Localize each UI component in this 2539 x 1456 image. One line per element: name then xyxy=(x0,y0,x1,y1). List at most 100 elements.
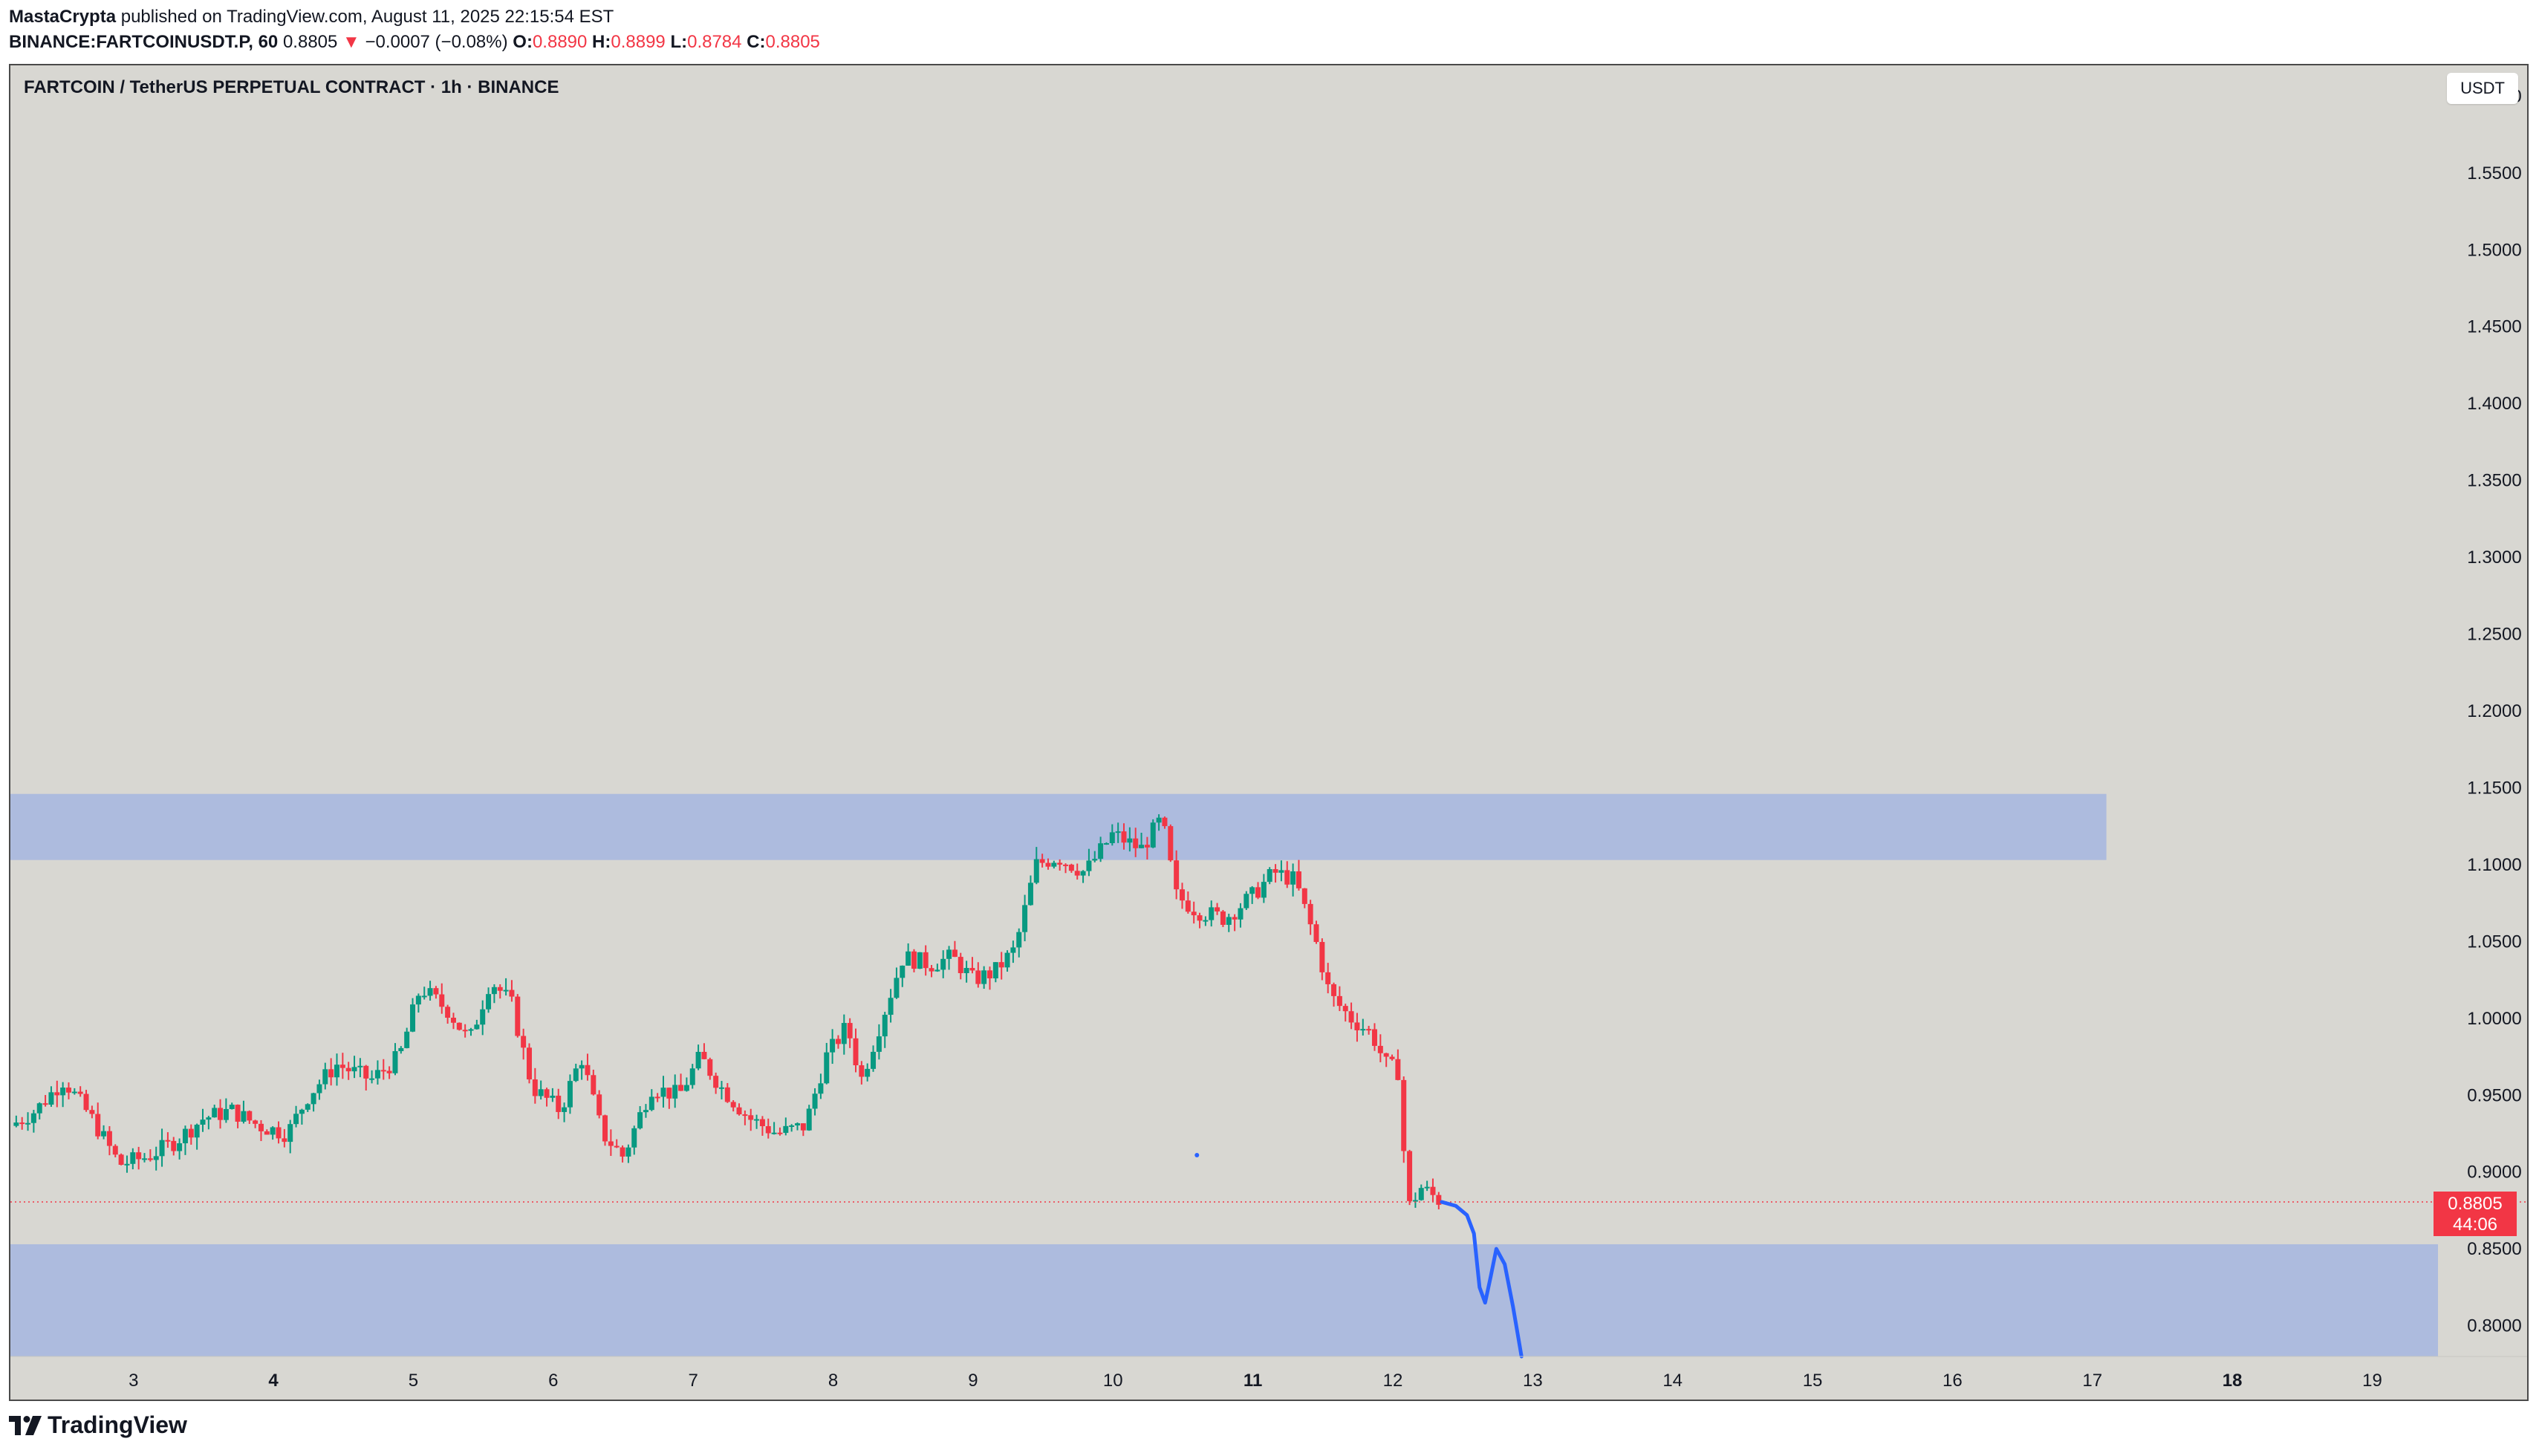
candle-body xyxy=(462,1030,468,1032)
candle-body xyxy=(718,1087,724,1089)
candle-body xyxy=(1360,1029,1366,1031)
candle-body xyxy=(339,1065,345,1068)
candle-body xyxy=(754,1119,760,1121)
candle-body xyxy=(165,1140,171,1142)
candle-body xyxy=(480,1009,486,1025)
candle-body xyxy=(276,1127,282,1139)
x-tick-label: 14 xyxy=(1662,1371,1683,1391)
x-tick-label: 8 xyxy=(828,1371,838,1391)
candle-body xyxy=(1103,843,1109,845)
candle-body xyxy=(806,1108,812,1131)
candle-body xyxy=(602,1115,608,1142)
candle-body xyxy=(1295,871,1301,888)
candle-body xyxy=(194,1125,200,1138)
candle-body xyxy=(1051,862,1057,867)
x-tick-label: 4 xyxy=(268,1371,279,1391)
candle-body xyxy=(30,1113,36,1123)
candle-body xyxy=(958,957,963,973)
brand-name: TradingView xyxy=(48,1411,187,1438)
candle-body xyxy=(736,1107,742,1115)
candle-body xyxy=(374,1070,380,1079)
candle-body xyxy=(345,1067,351,1072)
candle-body xyxy=(25,1122,31,1125)
candle-body xyxy=(60,1088,66,1096)
tradingview-brand[interactable]: TradingView xyxy=(9,1411,187,1439)
candle-body xyxy=(404,1031,410,1048)
candle-body xyxy=(351,1067,357,1072)
candle-body xyxy=(212,1108,218,1118)
candle-body xyxy=(1278,870,1284,873)
candle-body xyxy=(392,1051,398,1073)
x-tick-label: 17 xyxy=(2082,1371,2102,1391)
candle-body xyxy=(1430,1186,1436,1195)
candle-body xyxy=(824,1052,830,1084)
candle-body xyxy=(812,1093,818,1109)
candle-body xyxy=(101,1131,107,1137)
candle-body xyxy=(614,1145,620,1148)
candle-body xyxy=(130,1152,136,1164)
candle-body xyxy=(369,1078,375,1080)
open-label: O: xyxy=(513,32,533,52)
candle-body xyxy=(871,1051,877,1069)
candle-body xyxy=(1383,1053,1389,1057)
candle-body xyxy=(410,1004,416,1032)
candle-body xyxy=(648,1096,654,1111)
candle-body xyxy=(620,1147,625,1157)
candle-body xyxy=(1156,817,1162,823)
candle-body xyxy=(1115,831,1121,833)
candle-body xyxy=(876,1036,882,1052)
candle-body xyxy=(637,1112,643,1128)
candle-body xyxy=(509,989,515,997)
currency-button[interactable]: USDT xyxy=(2447,73,2518,104)
candle-body xyxy=(247,1111,253,1121)
close-value: 0.8805 xyxy=(765,32,820,52)
candle-body xyxy=(1057,862,1063,865)
candle-body xyxy=(293,1114,299,1125)
candle-body xyxy=(468,1029,474,1031)
candle-body xyxy=(521,1036,527,1048)
candle-body xyxy=(363,1065,369,1079)
candle-body xyxy=(1301,888,1307,904)
candle-body xyxy=(1098,843,1104,859)
author-name[interactable]: MastaCrypta xyxy=(9,7,117,27)
candle-body xyxy=(1424,1186,1430,1189)
candle-body xyxy=(328,1069,334,1078)
candle-body xyxy=(398,1047,404,1052)
candle-body xyxy=(841,1023,847,1044)
candle-body xyxy=(550,1095,556,1098)
candle-body xyxy=(229,1105,235,1109)
candle-body xyxy=(287,1124,293,1143)
candle-body xyxy=(357,1065,363,1067)
candle-body xyxy=(1127,838,1133,843)
price-chart[interactable]: 1.60001.55001.50001.45001.40001.35001.30… xyxy=(10,65,2527,1400)
high-value: 0.8899 xyxy=(611,32,666,52)
candle-body xyxy=(631,1128,637,1148)
candle-body xyxy=(1033,859,1039,883)
candle-body xyxy=(1203,920,1209,922)
candle-body xyxy=(1092,859,1098,861)
y-tick-label: 1.5500 xyxy=(2467,163,2521,183)
candle-body xyxy=(136,1152,142,1160)
candle-body xyxy=(847,1023,853,1039)
symbol-line: BINANCE:FARTCOINUSDT.P, 60 0.8805 ▼ −0.0… xyxy=(9,30,820,55)
chart-area[interactable]: 1.60001.55001.50001.45001.40001.35001.30… xyxy=(9,64,2529,1401)
candle-body xyxy=(678,1085,684,1091)
candle-body xyxy=(1336,995,1342,1007)
candle-body xyxy=(439,994,445,1007)
candle-body xyxy=(1074,871,1080,876)
projection-path xyxy=(1440,1200,1524,1359)
candle-body xyxy=(923,952,929,969)
candle-body xyxy=(1150,822,1156,848)
y-tick-label: 1.0000 xyxy=(2467,1009,2521,1029)
zone-0 xyxy=(10,793,2107,860)
candle-body xyxy=(911,951,917,969)
zone-1 xyxy=(10,1244,2438,1356)
candle-body xyxy=(1027,883,1033,906)
candle-body xyxy=(42,1103,48,1105)
y-tick-label: 1.4000 xyxy=(2467,394,2521,414)
candle-body xyxy=(701,1051,707,1059)
candle-body xyxy=(859,1065,865,1077)
candle-body xyxy=(1063,864,1069,866)
candle-body xyxy=(1366,1029,1372,1031)
candle-body xyxy=(1045,862,1051,867)
